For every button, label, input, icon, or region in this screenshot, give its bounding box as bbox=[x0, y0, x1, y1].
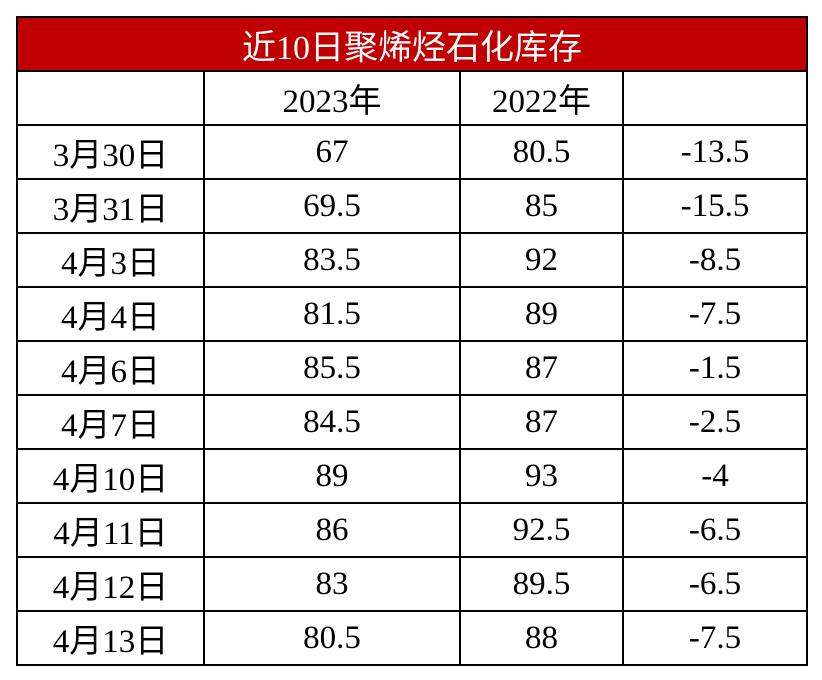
value-cell: 89 bbox=[203, 448, 461, 504]
value-cell: 80.5 bbox=[203, 610, 461, 666]
value-cell: 69.5 bbox=[203, 178, 461, 234]
data-row: 4月3日 83.5 92 -8.5 bbox=[16, 232, 808, 288]
value-cell: 67 bbox=[203, 124, 461, 180]
header-cell: 2022年 bbox=[459, 70, 624, 126]
table-container: 近10日聚烯烃石化库存 2023年 2022年 3月30日 67 80.5 -13.5… bbox=[16, 16, 808, 666]
value-cell: -7.5 bbox=[622, 610, 808, 666]
date-cell: 4月10日 bbox=[16, 448, 205, 504]
value-cell: 84.5 bbox=[203, 394, 461, 450]
value-cell: 86 bbox=[203, 502, 461, 558]
data-row: 4月6日 85.5 87 -1.5 bbox=[16, 340, 808, 396]
value-cell: -8.5 bbox=[622, 232, 808, 288]
value-cell: 93 bbox=[459, 448, 624, 504]
inventory-table: 近10日聚烯烃石化库存 2023年 2022年 3月30日 67 80.5 -13.5… bbox=[16, 16, 808, 666]
value-cell: -13.5 bbox=[622, 124, 808, 180]
date-cell: 4月12日 bbox=[16, 556, 205, 612]
table-title: 近10日聚烯烃石化库存 bbox=[16, 16, 808, 72]
data-row: 4月10日 89 93 -4 bbox=[16, 448, 808, 504]
data-row: 4月7日 84.5 87 -2.5 bbox=[16, 394, 808, 450]
value-cell: 83.5 bbox=[203, 232, 461, 288]
value-cell: 83 bbox=[203, 556, 461, 612]
date-cell: 4月4日 bbox=[16, 286, 205, 342]
value-cell: 92.5 bbox=[459, 502, 624, 558]
data-row: 4月4日 81.5 89 -7.5 bbox=[16, 286, 808, 342]
value-cell: -7.5 bbox=[622, 286, 808, 342]
header-cell: 2023年 bbox=[203, 70, 461, 126]
value-cell: 81.5 bbox=[203, 286, 461, 342]
title-row: 近10日聚烯烃石化库存 bbox=[16, 16, 808, 72]
header-row: 2023年 2022年 bbox=[16, 70, 808, 126]
table-body: 近10日聚烯烃石化库存 2023年 2022年 3月30日 67 80.5 -13.5… bbox=[16, 16, 808, 666]
data-row: 4月11日 86 92.5 -6.5 bbox=[16, 502, 808, 558]
value-cell: -1.5 bbox=[622, 340, 808, 396]
data-row: 4月13日 80.5 88 -7.5 bbox=[16, 610, 808, 666]
value-cell: 88 bbox=[459, 610, 624, 666]
date-cell: 4月3日 bbox=[16, 232, 205, 288]
header-cell bbox=[16, 70, 205, 126]
value-cell: 87 bbox=[459, 340, 624, 396]
value-cell: -2.5 bbox=[622, 394, 808, 450]
data-row: 3月31日 69.5 85 -15.5 bbox=[16, 178, 808, 234]
value-cell: 85.5 bbox=[203, 340, 461, 396]
date-cell: 3月31日 bbox=[16, 178, 205, 234]
date-cell: 4月11日 bbox=[16, 502, 205, 558]
date-cell: 4月13日 bbox=[16, 610, 205, 666]
value-cell: -4 bbox=[622, 448, 808, 504]
value-cell: -6.5 bbox=[622, 556, 808, 612]
value-cell: -15.5 bbox=[622, 178, 808, 234]
value-cell: 89 bbox=[459, 286, 624, 342]
value-cell: 80.5 bbox=[459, 124, 624, 180]
value-cell: -6.5 bbox=[622, 502, 808, 558]
data-row: 3月30日 67 80.5 -13.5 bbox=[16, 124, 808, 180]
data-row: 4月12日 83 89.5 -6.5 bbox=[16, 556, 808, 612]
date-cell: 4月7日 bbox=[16, 394, 205, 450]
value-cell: 85 bbox=[459, 178, 624, 234]
value-cell: 92 bbox=[459, 232, 624, 288]
date-cell: 3月30日 bbox=[16, 124, 205, 180]
value-cell: 87 bbox=[459, 394, 624, 450]
date-cell: 4月6日 bbox=[16, 340, 205, 396]
header-cell bbox=[622, 70, 808, 126]
value-cell: 89.5 bbox=[459, 556, 624, 612]
